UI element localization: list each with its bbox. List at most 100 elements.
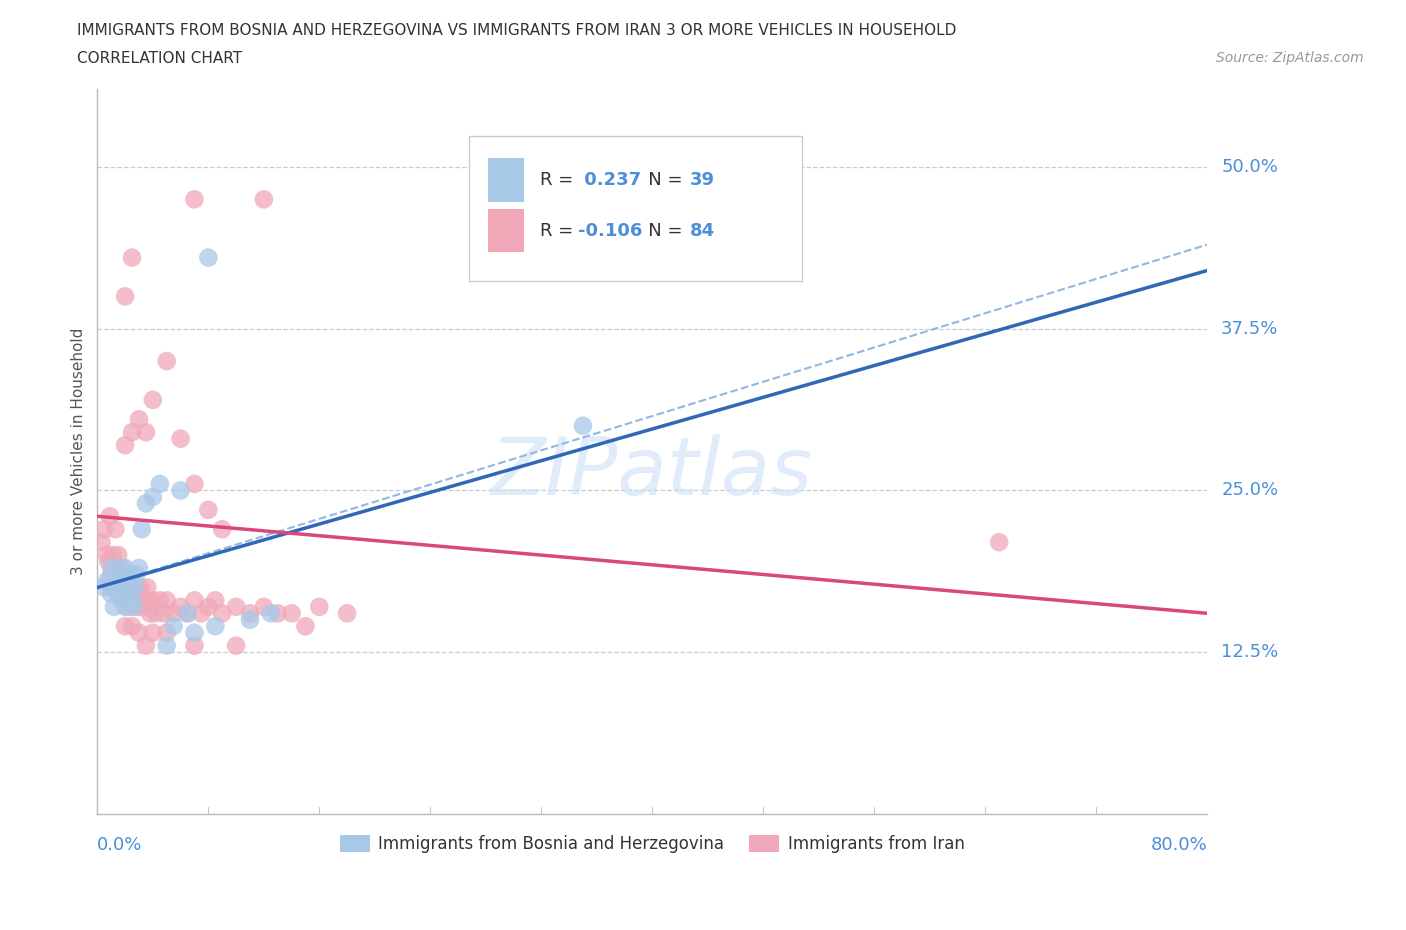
Point (121, 593, 143, 608)
Point (98, 509, 121, 524)
Point (90, 535, 112, 550)
Point (122, 600, 145, 615)
Point (115, 580, 138, 595)
Point (156, 625, 179, 640)
Point (103, 580, 125, 595)
Point (111, 561, 134, 576)
Point (131, 593, 153, 608)
Point (110, 574, 132, 589)
Point (225, 600, 247, 615)
Point (128, 561, 150, 576)
Point (107, 561, 129, 576)
Point (131, 522, 153, 537)
Point (135, 496, 157, 511)
Point (280, 605, 302, 620)
Point (128, 593, 150, 608)
Point (101, 548, 124, 563)
Text: CORRELATION CHART: CORRELATION CHART (77, 51, 242, 66)
Point (117, 600, 139, 615)
Point (176, 605, 198, 620)
Point (120, 567, 142, 582)
Point (132, 600, 155, 615)
Point (135, 425, 157, 440)
Point (115, 574, 138, 589)
Text: 0.0%: 0.0% (97, 835, 143, 854)
Point (267, 605, 290, 620)
Point (111, 587, 134, 602)
Point (156, 593, 179, 608)
Point (142, 489, 165, 504)
Point (121, 425, 143, 440)
Point (121, 250, 143, 265)
Point (100, 587, 122, 602)
Bar (488, 209, 523, 252)
Point (107, 580, 129, 595)
Point (204, 618, 226, 633)
Point (163, 618, 186, 633)
Point (169, 432, 191, 446)
Point (149, 593, 172, 608)
Point (118, 580, 141, 595)
Bar (488, 158, 523, 202)
Text: -0.106: -0.106 (578, 221, 643, 240)
Point (183, 593, 205, 608)
Point (93, 522, 115, 537)
Point (163, 605, 186, 620)
Point (169, 600, 191, 615)
Point (294, 618, 316, 633)
Point (142, 593, 165, 608)
Point (121, 567, 143, 582)
Point (135, 638, 157, 653)
Point (129, 580, 152, 595)
Text: R =: R = (540, 221, 579, 240)
Text: IMMIGRANTS FROM BOSNIA AND HERZEGOVINA VS IMMIGRANTS FROM IRAN 3 OR MORE VEHICLE: IMMIGRANTS FROM BOSNIA AND HERZEGOVINA V… (77, 23, 956, 38)
Point (988, 535, 1011, 550)
Point (128, 625, 150, 640)
Point (183, 638, 205, 653)
Point (239, 612, 262, 627)
Point (197, 600, 219, 615)
Text: 25.0%: 25.0% (1222, 482, 1278, 499)
Point (114, 289, 136, 304)
Point (183, 476, 205, 491)
Text: ZIPatlas: ZIPatlas (491, 434, 813, 512)
Point (114, 567, 136, 582)
Point (104, 567, 127, 582)
Point (121, 574, 143, 589)
Text: 12.5%: 12.5% (1222, 644, 1278, 661)
Point (136, 580, 159, 595)
Point (103, 600, 125, 615)
Text: 80.0%: 80.0% (1150, 835, 1208, 854)
Point (128, 412, 150, 427)
Point (211, 605, 233, 620)
Legend: Immigrants from Bosnia and Herzegovina, Immigrants from Iran: Immigrants from Bosnia and Herzegovina, … (333, 829, 972, 860)
Point (149, 476, 172, 491)
Text: 0.237: 0.237 (578, 171, 641, 189)
Point (127, 600, 149, 615)
Point (108, 574, 131, 589)
Point (114, 438, 136, 453)
Point (114, 561, 136, 576)
Text: Source: ZipAtlas.com: Source: ZipAtlas.com (1216, 51, 1364, 65)
Point (260, 605, 283, 620)
Point (239, 605, 262, 620)
Point (176, 605, 198, 620)
Point (117, 574, 139, 589)
Point (124, 600, 146, 615)
Point (114, 618, 136, 633)
Point (204, 593, 226, 608)
Point (118, 580, 141, 595)
Point (125, 580, 148, 595)
Point (114, 587, 136, 602)
Y-axis label: 3 or more Vehicles in Household: 3 or more Vehicles in Household (72, 328, 86, 576)
Point (572, 418, 595, 433)
Text: 84: 84 (690, 221, 716, 240)
Text: 37.5%: 37.5% (1222, 320, 1278, 338)
Point (153, 605, 176, 620)
Point (169, 483, 191, 498)
Point (96, 548, 118, 563)
Text: 50.0%: 50.0% (1222, 158, 1278, 176)
Point (183, 625, 205, 640)
Point (96, 574, 118, 589)
Point (104, 574, 127, 589)
